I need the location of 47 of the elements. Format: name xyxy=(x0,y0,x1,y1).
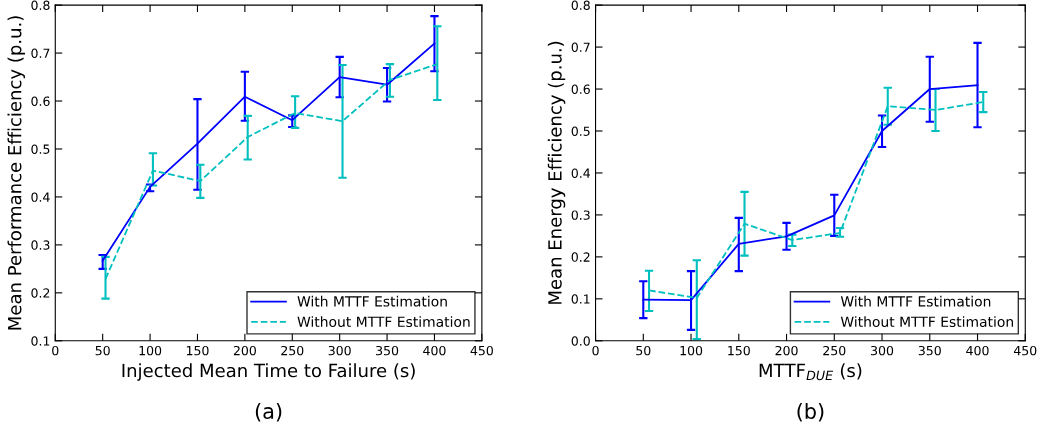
x-axis-title: MTTF$_{DUE}$ (s) xyxy=(759,363,862,381)
x-axis-title: Injected Mean Time to Failure (s) xyxy=(122,363,415,381)
y-axis-title: Mean Performance Efficiency (p.u.) xyxy=(7,16,25,330)
x-tick-label: 350 xyxy=(376,345,399,356)
x-tick-label: 250 xyxy=(281,345,304,356)
text: (a) xyxy=(255,402,282,422)
x-tick-label: 450 xyxy=(1013,345,1037,356)
text: (b) xyxy=(797,402,824,422)
y-tick-label: 0.7 xyxy=(571,42,590,52)
x-tick-label: 100 xyxy=(680,345,703,356)
y-tick-label: 0.1 xyxy=(571,294,590,304)
y-tick-label: 0.0 xyxy=(571,336,590,346)
x-tick-label: 200 xyxy=(233,345,256,356)
y-tick-label: 0.7 xyxy=(31,48,50,58)
x-tick-label: 50 xyxy=(95,345,110,356)
y-tick-label: 0.1 xyxy=(31,336,50,346)
y-tick-label: 0.2 xyxy=(571,252,590,262)
y-tick-label: 0.3 xyxy=(31,240,50,250)
y-tick-label: 0.4 xyxy=(571,168,590,178)
x-tick-label: 100 xyxy=(139,345,162,356)
legend-label: Without MTTF Estimation xyxy=(297,316,470,327)
x-tick-label: 200 xyxy=(775,345,798,356)
x-tick-label: 0 xyxy=(52,345,59,356)
x-tick-label: 300 xyxy=(871,345,894,356)
x-tick-label: 150 xyxy=(728,345,750,356)
y-tick-label: 0.4 xyxy=(31,192,50,202)
x-tick-label: 450 xyxy=(470,345,493,356)
y-tick-label: 0.5 xyxy=(31,144,50,154)
y-tick-label: 0.8 xyxy=(31,0,50,11)
x-tick-label: 50 xyxy=(636,345,651,356)
legend-label: With MTTF Estimation xyxy=(297,295,447,307)
y-tick-label: 0.2 xyxy=(31,288,50,298)
x-tick-label: 350 xyxy=(918,345,941,356)
legend-label: With MTTF Estimation xyxy=(840,295,991,307)
y-tick-label: 0.5 xyxy=(571,126,590,136)
y-axis-title: Mean Energy Efficiency (p.u.) xyxy=(547,41,566,304)
y-tick-label: 0.8 xyxy=(571,0,590,11)
x-tick-label: 300 xyxy=(328,345,351,356)
y-tick-label: 0.3 xyxy=(571,210,590,220)
x-tick-label: 0 xyxy=(592,345,599,356)
legend-label: Without MTTF Estimation xyxy=(840,316,1013,327)
y-tick-label: 0.6 xyxy=(31,96,50,106)
x-tick-label: 400 xyxy=(966,345,989,356)
x-tick-label: 400 xyxy=(423,345,446,356)
y-tick-label: 0.6 xyxy=(571,84,590,94)
x-tick-label: 250 xyxy=(823,345,846,356)
x-tick-label: 150 xyxy=(186,345,209,356)
